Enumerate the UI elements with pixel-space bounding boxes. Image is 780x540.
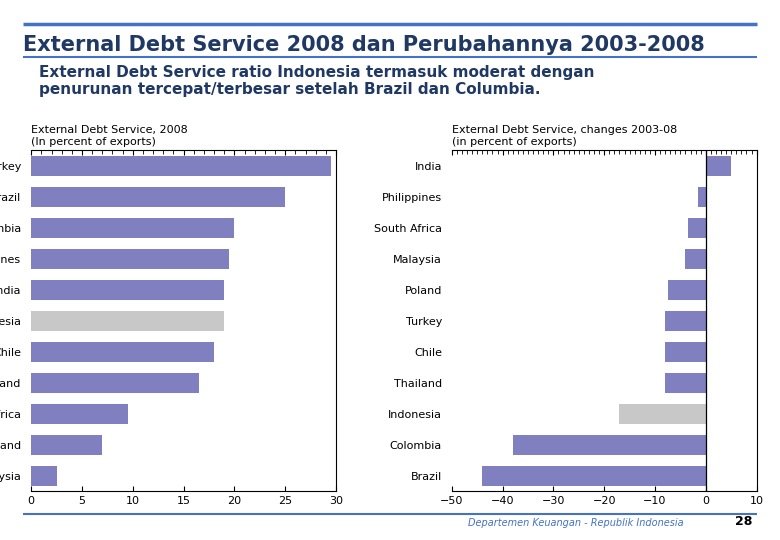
Bar (706, 156, 731, 176)
Bar (668, 280, 706, 300)
Text: 28: 28 (736, 515, 753, 528)
Text: External Debt Service 2008 dan Perubahannya 2003-2008: External Debt Service 2008 dan Perubahan… (23, 35, 705, 55)
Bar (31, 404, 128, 424)
Text: Departemen Keuangan - Republik Indonesia: Departemen Keuangan - Republik Indonesia (468, 518, 683, 528)
Bar (31, 435, 102, 455)
Bar (665, 373, 706, 393)
Bar (688, 218, 706, 238)
Bar (665, 310, 706, 331)
Bar (31, 310, 224, 331)
Text: External Debt Service, changes 2003-08
(in percent of exports): External Debt Service, changes 2003-08 (… (452, 125, 677, 146)
Text: External Debt Service, 2008
(In percent of exports): External Debt Service, 2008 (In percent … (31, 125, 188, 146)
Bar (619, 404, 706, 424)
Bar (31, 248, 229, 269)
Bar (698, 187, 706, 207)
Bar (512, 435, 706, 455)
Bar (482, 466, 706, 486)
Bar (31, 156, 331, 176)
Bar (31, 280, 224, 300)
Bar (31, 373, 199, 393)
Bar (31, 466, 57, 486)
Bar (31, 187, 285, 207)
Bar (31, 342, 214, 362)
Bar (665, 342, 706, 362)
Text: External Debt Service ratio Indonesia termasuk moderat dengan
penurunan tercepat: External Debt Service ratio Indonesia te… (39, 65, 594, 97)
Bar (31, 218, 235, 238)
Bar (686, 248, 706, 269)
